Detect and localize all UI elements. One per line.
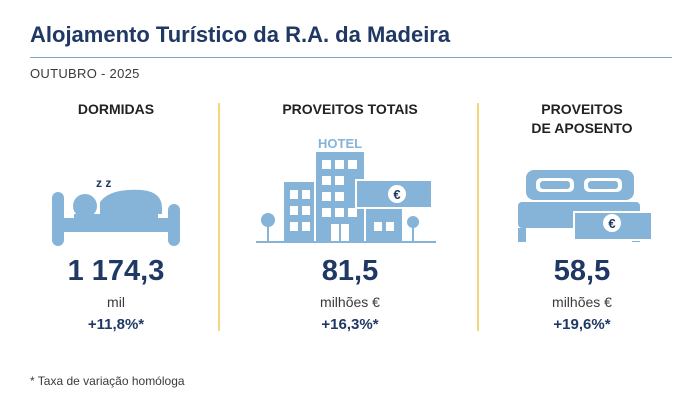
bed-money-icon: € bbox=[518, 170, 653, 242]
indicator-rate: +19,6%* bbox=[553, 316, 611, 333]
indicator-rate: +16,3%* bbox=[321, 316, 379, 333]
indicator-value: 58,5 bbox=[553, 255, 611, 287]
sleep-glyph: z z bbox=[96, 176, 111, 190]
indicator-label: PROVEITOS TOTAIS bbox=[282, 101, 418, 117]
indicator-proveitos-aposento: PROVEITOS DE APOSENTO bbox=[482, 100, 682, 140]
column-divider bbox=[477, 103, 479, 331]
indicator-proveitos-totais: PROVEITOS TOTAIS bbox=[250, 100, 450, 140]
indicator-dormidas: DORMIDAS bbox=[16, 100, 216, 140]
indicator-value: 1 174,3 bbox=[67, 255, 165, 287]
euro-symbol: € bbox=[393, 187, 400, 202]
period-label: OUTUBRO - 2025 bbox=[30, 66, 140, 81]
indicator-unit: mil bbox=[107, 294, 125, 310]
page-title: Alojamento Turístico da R.A. da Madeira bbox=[30, 22, 451, 47]
indicator-unit: milhões € bbox=[320, 294, 380, 310]
title-rule bbox=[30, 57, 672, 58]
indicator-label-line2: DE APOSENTO bbox=[531, 120, 633, 136]
indicator-label: PROVEITOS DE APOSENTO bbox=[482, 100, 682, 140]
hotel-sign: HOTEL bbox=[318, 136, 362, 151]
indicator-value: 81,5 bbox=[321, 255, 379, 287]
indicator-unit: milhões € bbox=[552, 294, 612, 310]
indicator-label: DORMIDAS bbox=[77, 101, 155, 117]
column-divider bbox=[218, 103, 220, 331]
footnote: * Taxa de variação homóloga bbox=[30, 374, 185, 388]
indicator-rate: +11,8%* bbox=[87, 316, 145, 333]
indicator-label-line1: PROVEITOS bbox=[541, 101, 623, 117]
euro-symbol: € bbox=[608, 216, 615, 231]
sleeping-person-icon: z z bbox=[52, 176, 180, 246]
hotel-icon: HOTEL € bbox=[256, 136, 436, 243]
